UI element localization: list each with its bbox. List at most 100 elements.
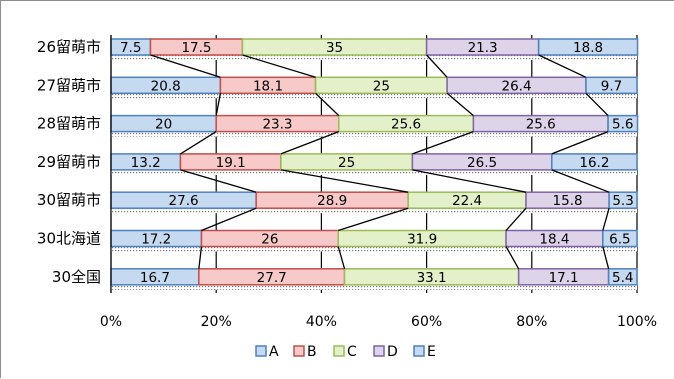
bar-value-label: 17.1: [549, 270, 579, 286]
x-tick-label: 60%: [411, 314, 442, 330]
bar-segment: [585, 76, 638, 95]
series-line: [446, 92, 474, 117]
series-line: [315, 92, 340, 117]
series-line: [337, 246, 346, 269]
bar-value-label: 26.5: [467, 155, 497, 171]
bar-value-label: 35: [326, 40, 343, 56]
bar-segment: [537, 38, 639, 56]
legend-label: A: [269, 344, 279, 360]
series-line: [585, 92, 609, 117]
bar-shadow: [111, 284, 637, 290]
bar-shadow: [111, 208, 637, 214]
bar-value-label: 27.7: [257, 270, 287, 286]
bar-value-label: 6.5: [609, 232, 630, 248]
legend: A B C D E: [255, 344, 436, 360]
legend-label: C: [347, 344, 357, 360]
series-line: [602, 208, 610, 231]
bar-value-label: 16.2: [579, 155, 609, 171]
series-line: [180, 169, 257, 193]
series-line: [180, 131, 217, 155]
bar-shadow: [111, 93, 637, 99]
category-label: 29留萌市: [37, 153, 101, 171]
bar-value-label: 18.1: [253, 78, 283, 94]
legend-swatch: [373, 345, 385, 357]
bar-value-label: 18.8: [573, 40, 603, 56]
series-line: [280, 130, 339, 155]
series-line: [198, 246, 203, 269]
legend-swatch: [333, 345, 345, 357]
bar-value-label: 26: [261, 232, 278, 248]
legend-swatch: [255, 345, 267, 357]
bar-value-label: 20: [155, 117, 172, 133]
series-line: [505, 246, 520, 270]
series-line: [338, 207, 409, 232]
series-line: [538, 54, 587, 78]
legend-label: B: [307, 344, 317, 360]
bar-value-label: 5.4: [612, 270, 633, 286]
bar-value-label: 28.9: [317, 193, 347, 209]
bar-value-label: 22.4: [452, 193, 482, 209]
category-label: 30北海道: [37, 230, 101, 248]
category-label: 30留萌市: [37, 191, 101, 209]
bar-value-label: 27.6: [169, 193, 199, 209]
bar-shadow: [111, 55, 637, 60]
bar-shadow: [111, 246, 637, 252]
bar-value-label: 25.6: [526, 117, 556, 133]
series-line: [412, 169, 527, 193]
bar-value-label: 17.5: [181, 40, 211, 56]
series-line: [412, 130, 474, 155]
bar-value-label: 13.2: [131, 155, 161, 171]
bar-value-label: 26.4: [502, 78, 532, 94]
bar-segment: [607, 114, 639, 133]
bar-value-label: 15.8: [553, 193, 583, 209]
bar-value-label: 31.9: [407, 232, 437, 248]
series-line: [426, 54, 448, 78]
series-line: [150, 54, 221, 78]
x-tick-label: 80%: [516, 314, 547, 330]
bar-segment: [608, 191, 638, 209]
bar-value-label: 33.1: [417, 270, 447, 286]
axes: 26留萌市 27留萌市 28留萌市 29留萌市 30留萌市 30北海道 30全国 0% 20% 4…: [37, 35, 657, 330]
series-line: [280, 169, 409, 193]
series-line: [602, 246, 610, 269]
bar-value-label: 7.5: [120, 40, 141, 56]
legend-swatch: [413, 345, 425, 357]
bar-value-label: 23.3: [262, 117, 292, 133]
legend-swatch: [293, 345, 305, 357]
bar-value-label: 25: [338, 155, 355, 171]
x-tick-label: 20%: [201, 314, 232, 330]
bar-value-label: 16.7: [140, 270, 170, 286]
bar-value-label: 20.8: [151, 78, 181, 94]
bar-value-label: 19.1: [216, 155, 246, 171]
series-line: [551, 169, 610, 193]
bar-value-label: 9.7: [601, 78, 622, 94]
bar-segment: [602, 229, 638, 248]
category-label: 26留萌市: [37, 38, 101, 56]
x-tick-label: 40%: [306, 314, 337, 330]
legend-label: D: [387, 344, 398, 360]
series-line: [242, 54, 316, 78]
series-lines: [150, 54, 610, 270]
bar-value-label: 18.4: [539, 232, 569, 248]
category-label: 30全国: [52, 268, 101, 286]
x-tick-label: 0%: [100, 314, 122, 330]
bar-value-label: 21.3: [468, 40, 498, 56]
bar-value-label: 25.6: [391, 117, 421, 133]
bar-value-label: 17.2: [141, 232, 171, 248]
bar-value-label: 5.3: [612, 193, 633, 209]
bar-value-label: 5.6: [612, 117, 633, 133]
bars: [110, 38, 639, 290]
category-label: 27留萌市: [37, 76, 101, 94]
legend-label: E: [427, 344, 436, 360]
bar-shadow: [111, 169, 637, 175]
series-line: [215, 93, 222, 116]
series-line: [201, 207, 257, 232]
value-labels: 7.5 17.5 35 21.3 18.8 20.8 18.1 25 26.4 9.7 20 23.3…: [120, 40, 634, 286]
bar-shadow: [111, 131, 637, 137]
series-line: [505, 207, 527, 231]
series-line: [551, 130, 609, 155]
bar-segment: [607, 268, 638, 286]
x-tick-label: 100%: [617, 314, 657, 330]
